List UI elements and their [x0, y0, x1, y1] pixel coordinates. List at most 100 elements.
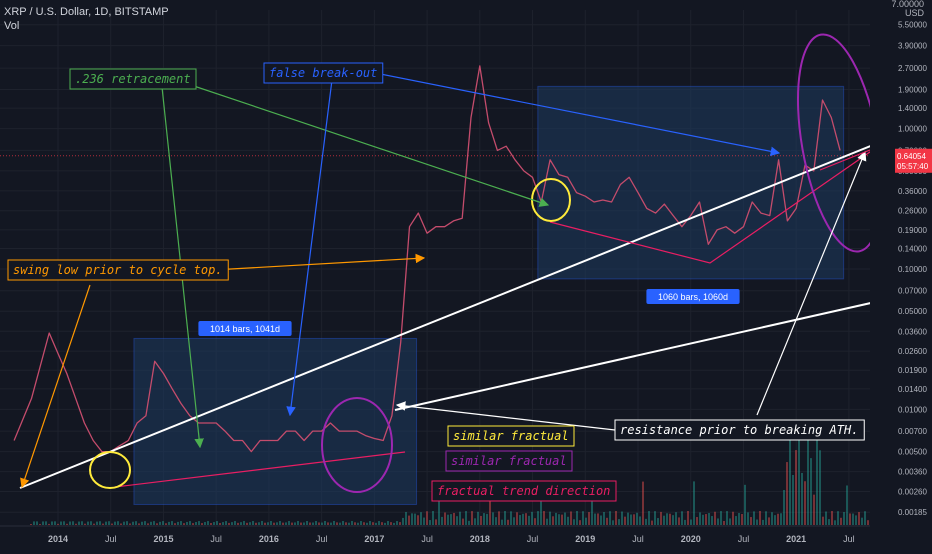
- y-tick-label: 0.07000: [898, 287, 927, 296]
- volume-bar: [588, 512, 590, 525]
- label-false-breakout: false break-out: [263, 62, 384, 84]
- volume-bar: [570, 511, 572, 525]
- volume-bar: [792, 474, 794, 525]
- volume-bar: [81, 521, 83, 525]
- volume-bar: [183, 523, 185, 525]
- price-badge-value: 0.64054: [897, 152, 926, 161]
- volume-bar: [291, 522, 293, 525]
- y-axis: 5.50000 3.90000 2.70000 1.90000 1.40000 1.000…: [870, 0, 932, 550]
- x-tick-label: 2016: [259, 534, 279, 544]
- arrow-breakout-2: [359, 69, 781, 157]
- volume-bar: [843, 512, 845, 525]
- volume-bar: [423, 517, 425, 525]
- volume-bar: [261, 521, 263, 525]
- corner-tick: 7.00000: [891, 0, 924, 9]
- y-tick-label: 0.02600: [898, 347, 927, 356]
- volume-bar: [252, 521, 254, 525]
- volume-bar: [666, 513, 668, 525]
- volume-bar: [132, 521, 134, 525]
- x-tick-label: Jul: [316, 534, 328, 544]
- volume-bar: [36, 521, 38, 525]
- volume-bar: [453, 512, 455, 525]
- volume-bar: [501, 519, 503, 525]
- volume-bar: [723, 520, 725, 525]
- volume-bar: [240, 522, 242, 525]
- volume-bar: [735, 516, 737, 525]
- fractal-trend-1: [114, 451, 406, 488]
- volume-bar: [774, 515, 776, 525]
- volume-bar: [390, 522, 392, 525]
- x-tick-label: Jul: [421, 534, 433, 544]
- volume-bar: [771, 512, 773, 525]
- volume-bar: [483, 513, 485, 525]
- label-swing-low: swing low prior to cycle top.: [7, 259, 229, 281]
- volume-bar: [777, 513, 779, 525]
- volume-bar: [807, 437, 809, 525]
- volume-bar: [810, 458, 812, 525]
- volume-bar: [594, 513, 596, 525]
- volume-bar: [768, 517, 770, 525]
- volume-bar: [639, 516, 641, 525]
- volume-bar: [414, 513, 416, 525]
- volume-bar: [180, 521, 182, 525]
- range-label-1-text: 1014 bars, 1041d: [210, 324, 280, 334]
- volume-bar: [720, 511, 722, 525]
- volume-bar: [468, 520, 470, 525]
- volume-bar: [747, 512, 749, 525]
- label-similar-yellow: similar fractual: [447, 425, 575, 447]
- volume-bar: [471, 511, 473, 525]
- volume-bar: [153, 521, 155, 525]
- x-tick-label: 2017: [364, 534, 384, 544]
- volume-bar: [573, 519, 575, 525]
- range-label-1-bg: [198, 321, 292, 336]
- volume-bar: [801, 472, 803, 525]
- volume-bar: [579, 520, 581, 525]
- volume-bar: [156, 523, 158, 525]
- volume-bar: [804, 481, 806, 525]
- volume-bar: [165, 523, 167, 525]
- volume-bar: [276, 522, 278, 525]
- volume-bar: [654, 511, 656, 525]
- volume-bar: [558, 514, 560, 525]
- volume-bar: [159, 521, 161, 525]
- volume-bar: [267, 522, 269, 525]
- y-tick-label: 0.36000: [898, 187, 927, 196]
- y-tick-label: 5.50000: [898, 21, 927, 30]
- volume-bar: [492, 512, 494, 525]
- volume-bar: [555, 512, 557, 525]
- volume-bar: [309, 522, 311, 525]
- y-tick-label: 0.01400: [898, 385, 927, 394]
- volume-bar: [129, 523, 131, 525]
- volume-bar: [87, 521, 89, 525]
- volume-bar: [324, 521, 326, 525]
- volume-bar: [444, 512, 446, 525]
- volume-bar: [270, 521, 272, 525]
- label-retracement-box: [69, 68, 197, 90]
- volume-bar: [354, 522, 356, 525]
- volume-bar: [507, 519, 509, 525]
- volume-bar: [681, 511, 683, 525]
- volume-bar: [783, 489, 785, 525]
- yellow-circle-1: [89, 451, 131, 489]
- volume-bar: [510, 511, 512, 525]
- volume-bar: [93, 523, 95, 525]
- volume-bar: [657, 518, 659, 525]
- y-tick-label: 0.10000: [898, 265, 927, 274]
- y-tick-label: 1.00000: [898, 125, 927, 134]
- volume-bar: [789, 438, 791, 525]
- volume-bar: [561, 514, 563, 525]
- volume-bar: [480, 515, 482, 525]
- volume-bar: [447, 514, 449, 525]
- volume-bar: [543, 511, 545, 525]
- volume-bar: [852, 513, 854, 525]
- y-tick-label: 0.03600: [898, 327, 927, 336]
- volume-bar: [411, 513, 413, 525]
- volume-bar: [231, 522, 233, 525]
- volume-bar: [213, 522, 215, 525]
- volume-bar: [567, 516, 569, 525]
- volume-bar: [171, 521, 173, 525]
- volume-bar: [759, 511, 761, 525]
- volume-bar: [711, 516, 713, 525]
